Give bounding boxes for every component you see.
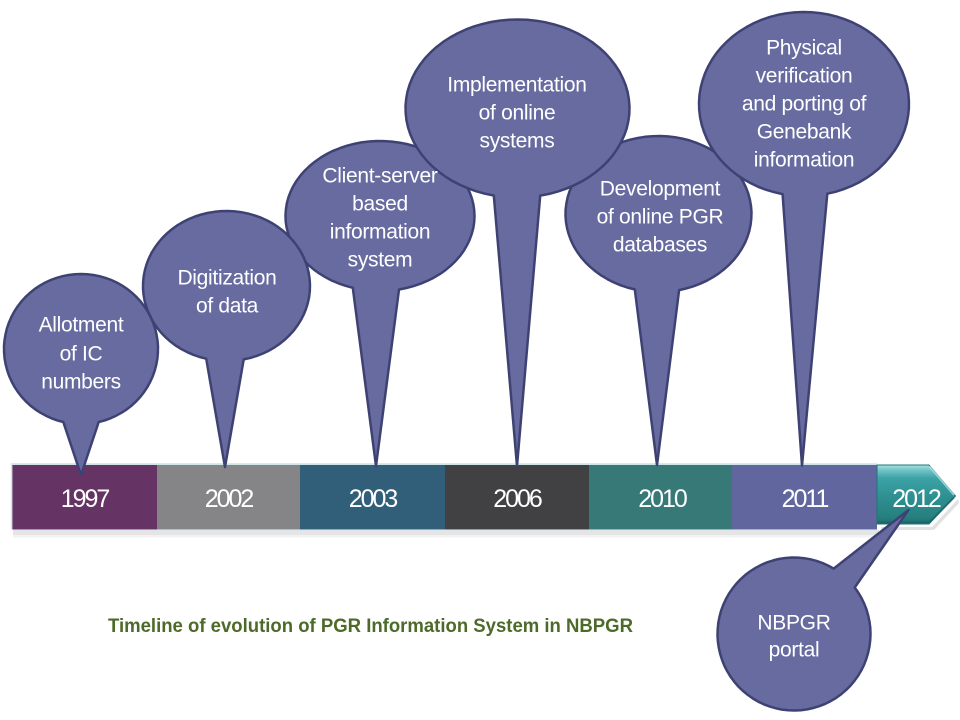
svg-text:information: information [330, 221, 431, 244]
svg-text:2010: 2010 [638, 485, 687, 513]
svg-text:system: system [348, 249, 413, 272]
svg-text:2011: 2011 [782, 485, 829, 513]
svg-text:Genebank: Genebank [757, 121, 852, 144]
svg-text:Digitization: Digitization [177, 267, 276, 290]
svg-text:1997: 1997 [61, 485, 110, 513]
svg-text:of IC: of IC [60, 343, 103, 366]
svg-text:Physical: Physical [766, 37, 842, 60]
svg-text:2012: 2012 [892, 485, 941, 513]
svg-text:2003: 2003 [349, 485, 398, 513]
svg-text:Client-server: Client-server [322, 165, 437, 188]
svg-text:systems: systems [480, 130, 555, 153]
svg-text:of online PGR: of online PGR [597, 206, 724, 229]
svg-text:Timeline of evolution of PGR I: Timeline of evolution of PGR Information… [108, 615, 633, 637]
svg-text:and porting of: and porting of [742, 93, 867, 116]
svg-text:NBPGR: NBPGR [757, 612, 830, 635]
svg-text:information: information [754, 149, 855, 172]
svg-text:Allotment: Allotment [39, 314, 124, 337]
svg-text:portal: portal [769, 639, 820, 662]
svg-text:Development: Development [600, 178, 721, 201]
svg-text:of data: of data [196, 295, 259, 318]
svg-text:based: based [352, 193, 408, 216]
svg-text:numbers: numbers [41, 371, 121, 394]
svg-text:2006: 2006 [493, 485, 542, 513]
svg-text:2002: 2002 [205, 485, 254, 513]
svg-text:verification: verification [756, 65, 853, 88]
svg-text:of online: of online [479, 102, 556, 125]
svg-text:databases: databases [613, 234, 707, 257]
svg-text:Implementation: Implementation [447, 74, 586, 97]
